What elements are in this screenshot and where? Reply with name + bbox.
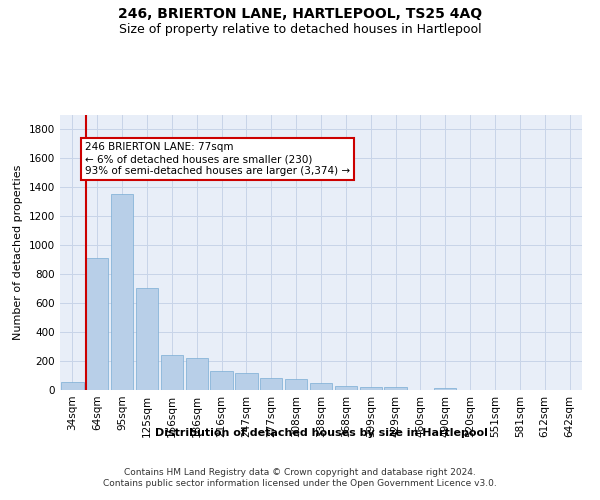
Text: Contains HM Land Registry data © Crown copyright and database right 2024.
Contai: Contains HM Land Registry data © Crown c…: [103, 468, 497, 487]
Bar: [335, 386, 357, 390]
Bar: [211, 371, 233, 390]
Bar: [86, 258, 109, 390]
Bar: [260, 378, 283, 390]
Bar: [185, 358, 208, 390]
Bar: [111, 194, 133, 390]
Bar: [61, 382, 83, 390]
Bar: [359, 388, 382, 390]
Bar: [136, 288, 158, 390]
Text: Size of property relative to detached houses in Hartlepool: Size of property relative to detached ho…: [119, 22, 481, 36]
Bar: [310, 384, 332, 390]
Bar: [161, 354, 183, 390]
Text: Distribution of detached houses by size in Hartlepool: Distribution of detached houses by size …: [155, 428, 487, 438]
Bar: [235, 374, 257, 390]
Bar: [285, 380, 307, 390]
Text: 246, BRIERTON LANE, HARTLEPOOL, TS25 4AQ: 246, BRIERTON LANE, HARTLEPOOL, TS25 4AQ: [118, 8, 482, 22]
Bar: [434, 388, 457, 390]
Text: 246 BRIERTON LANE: 77sqm
← 6% of detached houses are smaller (230)
93% of semi-d: 246 BRIERTON LANE: 77sqm ← 6% of detache…: [85, 142, 350, 176]
Bar: [385, 388, 407, 390]
Y-axis label: Number of detached properties: Number of detached properties: [13, 165, 23, 340]
